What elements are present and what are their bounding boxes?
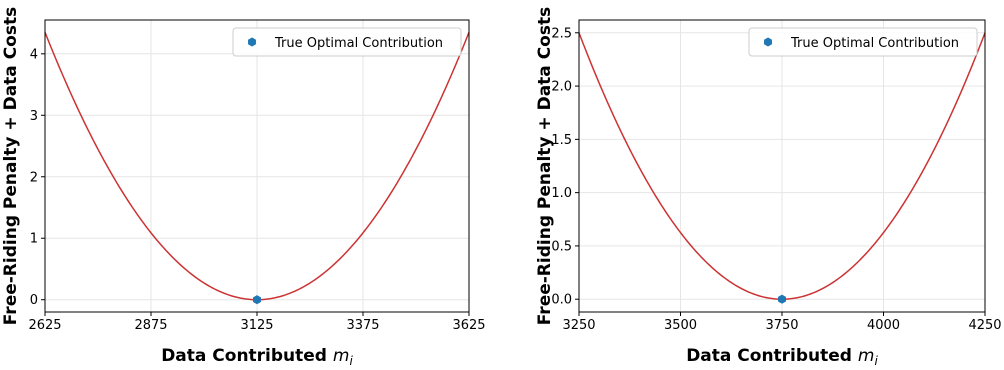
y-tick-label: 2.0: [551, 80, 572, 95]
chart-panel-2: 3250 3500 3750 4000 4250 0.0 0.5 1.0 1.5 2.0 2.5 Da…: [535, 7, 1002, 368]
y-tick-label: 0: [30, 293, 38, 308]
y-tick-label: 1: [30, 232, 38, 247]
x-axis-title-text: Data Contributed: [161, 346, 333, 366]
optimal-point: [253, 295, 261, 305]
legend-marker-icon: [764, 37, 772, 47]
x-axis-title-symbol: m: [858, 346, 875, 366]
x-tick-label: 4000: [867, 318, 900, 333]
x-tick-label: 2625: [28, 318, 61, 333]
x-tick-label: 2875: [134, 318, 167, 333]
optimal-point: [778, 294, 786, 304]
legend-label: True Optimal Contribution: [274, 36, 443, 51]
x-axis-title: Data Contributed mi: [686, 346, 878, 368]
y-axis-title: Free-Riding Penalty + Data Costs: [535, 7, 555, 325]
legend-box: [232, 27, 462, 57]
y-tick-label: 2.5: [551, 26, 572, 41]
y-tick-label: 2: [30, 170, 38, 185]
legend-box: [748, 27, 978, 57]
x-tick-label: 3500: [664, 318, 697, 333]
x-tick-label: 3375: [346, 318, 379, 333]
legend-marker-icon: [248, 37, 256, 47]
y-axis-title: Free-Riding Penalty + Data Costs: [1, 7, 21, 325]
x-axis-title-text: Data Contributed: [686, 346, 858, 366]
chart-panel-1: 2625 2875 3125 3375 3625 0 1 2 3 4 Data Contribute…: [1, 7, 486, 368]
y-tick-label: 0.5: [551, 239, 572, 254]
y-tick-label: 0.0: [551, 293, 572, 308]
x-tick-label: 3750: [765, 318, 798, 333]
y-tick-label: 1.5: [551, 133, 572, 148]
y-tick-label: 1.0: [551, 186, 572, 201]
x-axis-title-subscript: i: [874, 354, 878, 368]
x-axis-title: Data Contributed mi: [161, 346, 353, 368]
legend-label: True Optimal Contribution: [790, 36, 959, 51]
x-tick-label: 3125: [240, 318, 273, 333]
y-tick-label: 3: [30, 109, 38, 124]
x-tick-label: 4250: [968, 318, 1001, 333]
y-tick-label: 4: [30, 47, 38, 62]
x-axis-title-subscript: i: [349, 354, 353, 368]
x-tick-label: 3625: [452, 318, 485, 333]
x-tick-label: 3250: [562, 318, 595, 333]
x-axis-title-symbol: m: [333, 346, 350, 366]
